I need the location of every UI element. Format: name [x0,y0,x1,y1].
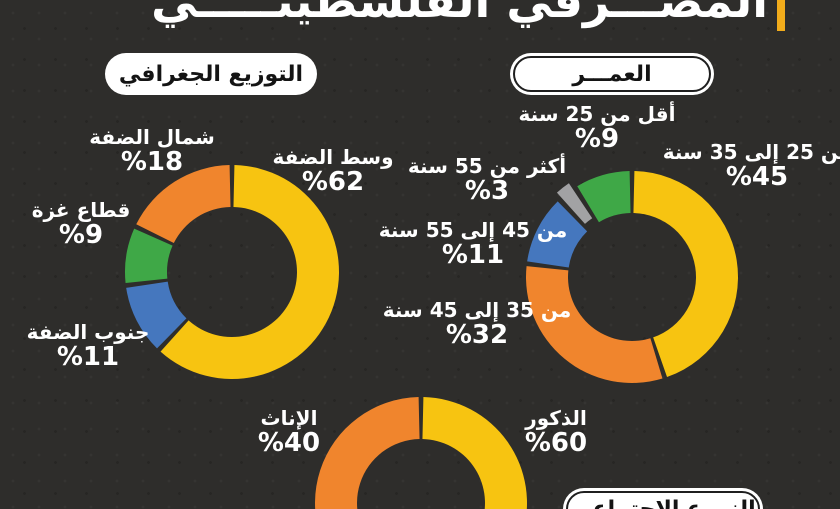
chart-label: الإناث %40 [258,407,320,457]
chart-label-text: وسط الضفة [272,145,394,169]
section-header-geographic-label: التوزيع الجغرافي [118,61,304,87]
chart-label: جنوب الضفة %11 [27,321,150,371]
chart-label-text: الذكور [525,406,587,430]
donut-segment [556,183,593,224]
chart-label-text: أقل من 25 سنة [518,102,676,126]
chart-label-value: %9 [58,220,104,250]
chart-label-value: %9 [574,124,620,154]
chart-label: من 35 إلى 45 سنة %32 [383,299,572,349]
section-header-age-label: العمـــر [572,61,652,87]
donut-segment [136,165,231,243]
donut-chart-0 [125,165,340,380]
donut-segment [422,397,527,509]
chart-label: وسط الضفة %62 [272,146,393,196]
chart-label: قطاع غزة %9 [32,199,131,249]
chart-label-text: قطاع غزة [31,198,131,222]
section-header-gender-pill: النــوع الاجتماعي [563,488,763,509]
chart-label-text: جنوب الضفة [26,320,150,344]
donut-segment [577,171,631,223]
donut-segment [160,165,340,380]
donut-segment [526,266,663,383]
chart-label-value: %11 [441,240,505,270]
chart-label-value: %32 [445,320,509,350]
chart-label-value: %62 [301,167,365,197]
donut-segment [633,171,739,378]
chart-label-text: شمال الضفة [89,125,215,149]
chart-label: شمال الضفة %18 [89,126,215,176]
donut-segment [315,397,420,509]
section-header-age-pill: العمـــر [510,53,714,95]
chart-label-value: %18 [120,147,184,177]
chart-label-value: %40 [257,428,321,458]
donut-chart-1 [526,171,739,383]
donut-segment [126,281,187,349]
chart-label: من 25 إلى 35 سنة%45 [663,141,840,191]
chart-label-text: الإناث [260,406,318,430]
donut-segment [125,228,173,283]
section-header-gender-label: النــوع الاجتماعي [570,496,756,509]
chart-label-text: من 25 إلى 35 سنة [662,140,840,164]
chart-label: الذكور %60 [525,407,587,457]
donut-segment [527,201,588,268]
chart-label-value: %11 [56,342,120,372]
chart-label-value: %3 [464,176,510,206]
donut-chart-2 [315,397,527,509]
chart-label: أقل من 25 سنة %9 [519,103,676,153]
chart-label-text: من 45 إلى 55 سنة [378,218,568,242]
chart-label-value: %45 [725,162,789,192]
page-title: المصـــرفي الفلسطينـــــي [151,0,768,28]
chart-label-text: أكثر من 55 سنة [407,154,567,178]
chart-label-text: من 35 إلى 45 سنة [382,298,572,322]
section-header-geographic-pill: التوزيع الجغرافي [105,53,317,95]
chart-label: أكثر من 55 سنة %3 [408,155,566,205]
title-accent-bar [777,0,785,31]
chart-label-value: %60 [524,428,588,458]
chart-label: من 45 إلى 55 سنة %11 [379,219,568,269]
